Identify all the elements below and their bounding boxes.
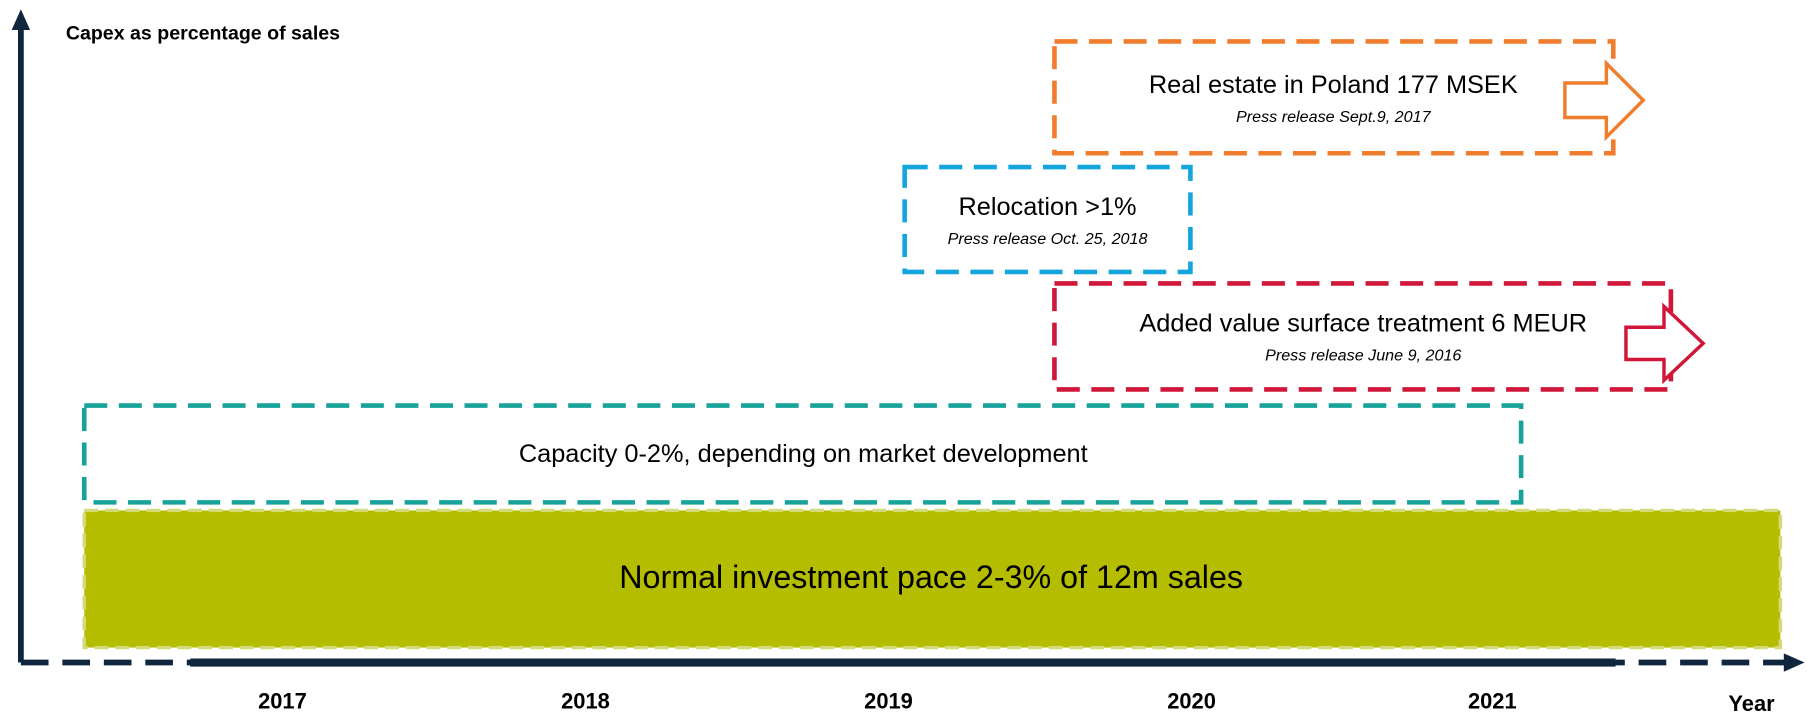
box-title: Real estate in Poland 177 MSEK <box>1149 71 1518 99</box>
year-label: 2021 <box>1468 689 1517 714</box>
capacity-box <box>81 403 1524 505</box>
arrow <box>1624 302 1706 385</box>
box-subtitle: Press release Sept.9, 2017 <box>1236 108 1432 126</box>
arrow <box>1563 59 1646 142</box>
box-title: Added value surface treatment 6 MEUR <box>1139 310 1587 338</box>
y-axis-label: Capex as percentage of sales <box>66 23 340 45</box>
box-title: Relocation >1% <box>958 193 1136 221</box>
year-label: 2019 <box>864 689 913 714</box>
x-axis-arrow <box>1783 653 1805 672</box>
normal-box <box>82 508 1783 650</box>
year-label: 2018 <box>561 689 610 714</box>
box-subtitle: Press release Oct. 25, 2018 <box>948 230 1148 248</box>
x-axis-label: Year <box>1728 691 1775 716</box>
box-subtitle: Press release June 9, 2016 <box>1265 346 1461 364</box>
year-label: 2017 <box>258 689 307 714</box>
real-estate-box <box>1052 39 1616 156</box>
box-title: Capacity 0-2%, depending on market devel… <box>519 440 1088 468</box>
box-title: Normal investment pace 2-3% of 12m sales <box>619 559 1243 595</box>
year-label: 2020 <box>1167 689 1216 714</box>
relocation-box <box>902 164 1193 275</box>
y-axis-arrow <box>11 9 31 30</box>
